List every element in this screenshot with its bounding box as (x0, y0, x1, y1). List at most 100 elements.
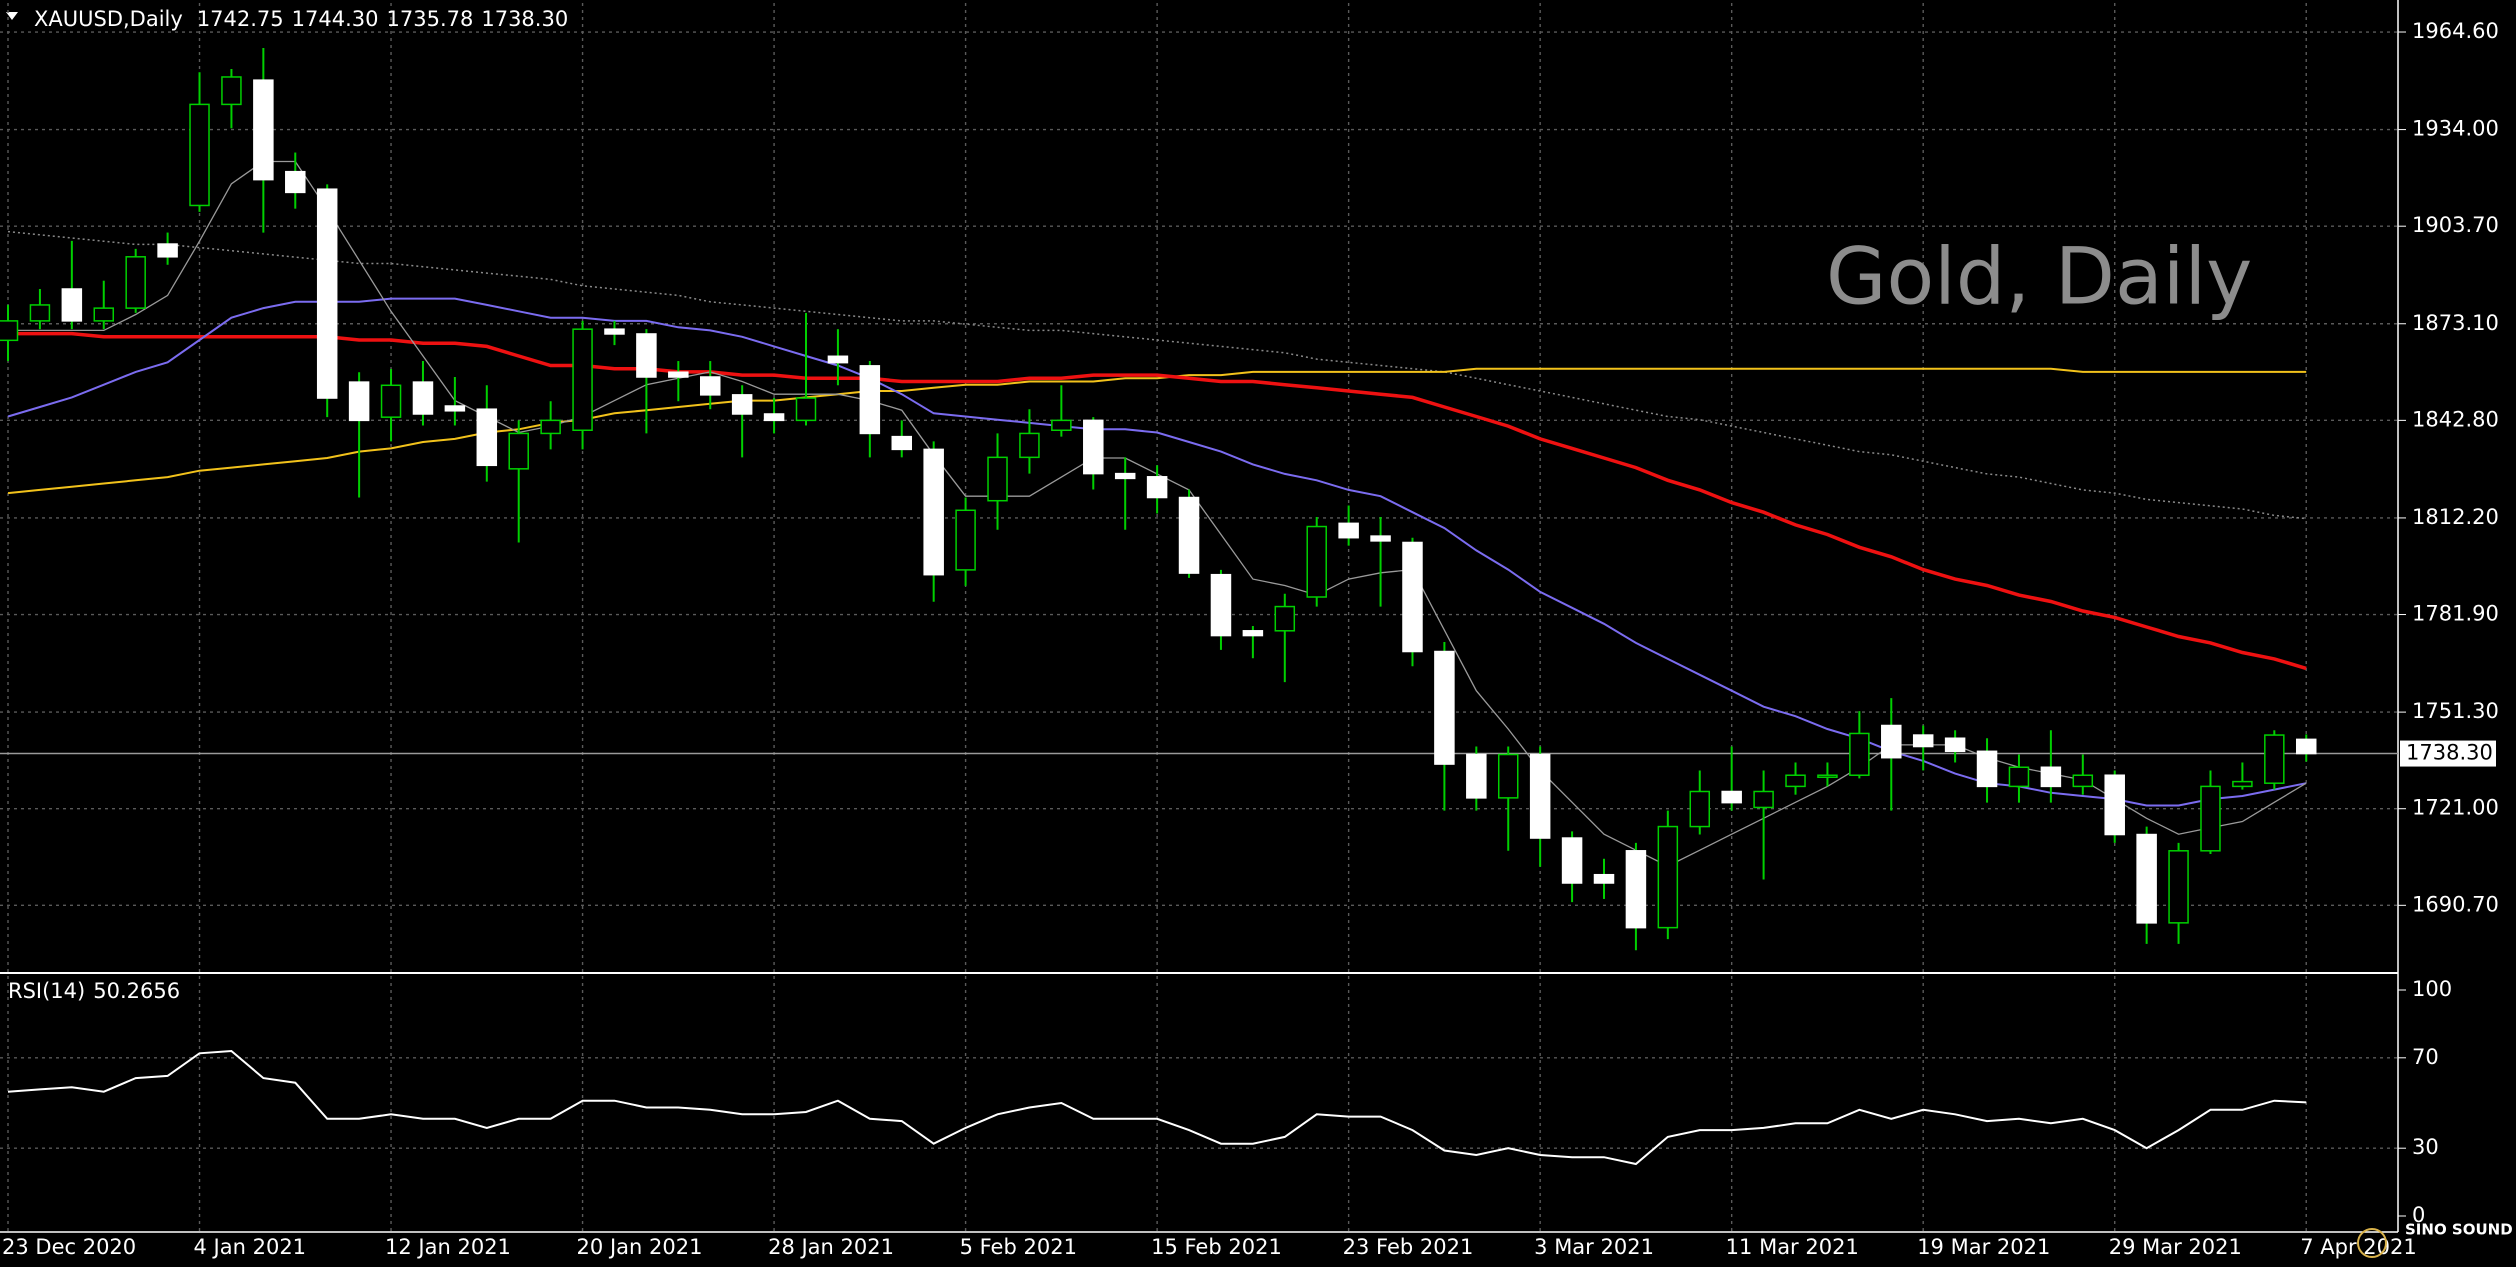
y-tick-label: 70 (2412, 1045, 2439, 1069)
candle-body (604, 328, 625, 335)
candle-body (1019, 432, 1040, 459)
x-tick-label: 3 Mar 2021 (1534, 1235, 1654, 1259)
candle-body (731, 394, 753, 415)
y-tick-label: 1812.20 (2412, 505, 2499, 529)
candle-body (987, 456, 1008, 502)
candle-body (1944, 737, 1966, 753)
candle-body (763, 413, 785, 422)
ohlc-value: 1744.30 (292, 7, 379, 31)
watermark: Gold, Daily (1826, 232, 2252, 322)
candle-body (253, 79, 274, 181)
candle-body (1306, 525, 1327, 598)
y-tick-label: 1903.70 (2412, 213, 2499, 237)
candle-body (221, 76, 242, 106)
rsi-title: RSI(14) (8, 979, 85, 1003)
candle-body (699, 376, 721, 396)
y-tick-label: 1873.10 (2412, 311, 2499, 335)
candle-body (1434, 650, 1455, 765)
x-tick-label: 29 Mar 2021 (2109, 1235, 2242, 1259)
candle-body (61, 288, 83, 322)
y-tick-label: 0 (2412, 1203, 2425, 1227)
candle-body (891, 435, 913, 451)
candle-body (1242, 630, 1264, 637)
candle-body (1146, 476, 1168, 499)
moving-average (8, 331, 2307, 671)
candle-body (1657, 825, 1679, 929)
price-label-box (2400, 740, 2496, 767)
ohlc-value: 1738.30 (481, 7, 568, 31)
candle-body (2040, 766, 2062, 788)
candle-body (2168, 850, 2189, 924)
candle-body (189, 103, 210, 207)
candle-body (0, 320, 19, 342)
ohlc-value: 1742.75 (197, 7, 284, 31)
candle-body (1561, 837, 1583, 884)
y-tick-label: 1781.90 (2412, 602, 2499, 626)
candle-body (1753, 790, 1774, 809)
candle-body (380, 384, 402, 418)
candle-body (2136, 833, 2157, 924)
x-tick-label: 23 Dec 2020 (2, 1235, 136, 1259)
rsi-line (7, 1049, 2307, 1166)
y-tick-label: 30 (2412, 1135, 2439, 1159)
candle-body (1849, 732, 1870, 776)
candle-body (93, 307, 115, 322)
menu-triangle[interactable] (6, 12, 18, 20)
candle-body (2232, 780, 2253, 788)
candle-body (125, 256, 146, 309)
candle-body (540, 419, 561, 435)
price-label: 1738.30 (2406, 741, 2493, 765)
candle-body (572, 328, 593, 431)
candle-body (157, 243, 178, 258)
x-tick-label: 28 Jan 2021 (768, 1235, 894, 1259)
candle-body (2072, 774, 2094, 788)
x-tick-label: 4 Jan 2021 (194, 1235, 307, 1259)
x-tick-label: 11 Mar 2021 (1726, 1235, 1859, 1259)
candle-body (1114, 472, 1136, 480)
y-tick-label: 100 (2412, 977, 2452, 1001)
candle-body (476, 408, 498, 467)
y-tick-label: 1964.60 (2412, 19, 2499, 43)
candle-body (508, 432, 529, 470)
candle-body (316, 188, 338, 399)
candle-body (1976, 750, 1998, 788)
candle-body (1370, 535, 1391, 542)
candle-body (1625, 850, 1647, 929)
candle-body (827, 355, 849, 364)
candle-body (1721, 790, 1742, 804)
candle-body (668, 371, 689, 378)
candle-body (1210, 573, 1232, 637)
candle-body (636, 333, 657, 378)
grid (0, 3, 2398, 1232)
candle-body (955, 509, 976, 571)
candle-body (2104, 774, 2125, 836)
candle-body (1083, 419, 1104, 475)
candle-body (1593, 873, 1615, 884)
candle-body (859, 365, 881, 435)
y-tick-label: 1934.00 (2412, 117, 2499, 141)
rsi-value: 50.2656 (93, 979, 180, 1003)
candle-body (1178, 496, 1200, 574)
y-tick-label: 1842.80 (2412, 407, 2499, 431)
x-tick-label: 5 Feb 2021 (960, 1235, 1077, 1259)
candle-body (29, 304, 51, 322)
candle-body (1466, 753, 1487, 799)
moving-average (7, 230, 2307, 520)
x-tick-label: 12 Jan 2021 (385, 1235, 511, 1259)
logo-text: SINO SOUND (2405, 1221, 2513, 1239)
candle-body (1338, 522, 1359, 539)
ohlc-value: 1735.78 (387, 7, 474, 31)
indicators (0, 160, 2398, 1166)
candle-body (1689, 790, 1711, 828)
candle-body (923, 448, 944, 576)
candle-body (1912, 734, 1934, 748)
chart-title: XAUUSD,Daily (34, 7, 183, 31)
y-tick-label: 1690.70 (2412, 892, 2499, 916)
candle-body (1497, 753, 1519, 799)
x-tick-label: 20 Jan 2021 (577, 1235, 703, 1259)
x-tick-label: 23 Feb 2021 (1343, 1235, 1474, 1259)
candle-body (1402, 541, 1423, 653)
candle-body (348, 381, 370, 422)
candle-body (2295, 738, 2317, 755)
